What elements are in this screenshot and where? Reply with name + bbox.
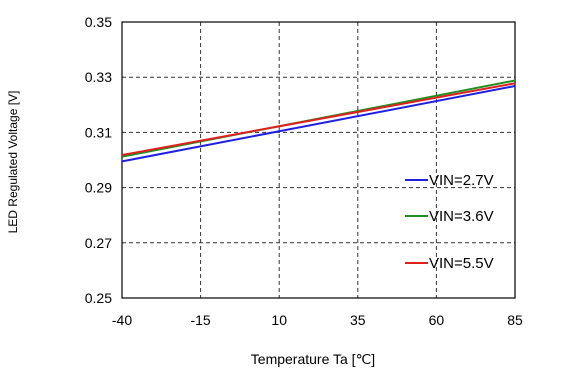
grid-lines — [122, 22, 515, 298]
legend: VIN=2.7V VIN=3.6V VIN=5.5V — [405, 172, 494, 272]
y-axis-title: LED Regulated Voltage [V] — [6, 91, 20, 234]
y-tick-label: 0.35 — [85, 14, 112, 30]
y-tick-label: 0.25 — [85, 290, 112, 306]
x-tick-label: 85 — [507, 312, 523, 328]
series-lines — [121, 79, 516, 163]
tick-labels: -40 -15 10 35 60 85 0.25 0.27 0.29 0.31 0.33 0.35 — [85, 14, 523, 328]
y-tick-label: 0.29 — [85, 180, 112, 196]
x-tick-label: -40 — [112, 312, 132, 328]
legend-label-3: VIN=5.5V — [429, 255, 494, 272]
x-tick-label: 60 — [429, 312, 445, 328]
series-line-1 — [121, 85, 516, 163]
y-tick-label: 0.27 — [85, 235, 112, 251]
y-tick-label: 0.31 — [85, 124, 112, 140]
plot-area-frame — [121, 21, 516, 299]
y-tick-label: 0.33 — [85, 69, 112, 85]
x-axis-title: Temperature Ta [℃] — [251, 351, 375, 367]
x-tick-label: 10 — [271, 312, 287, 328]
legend-label-2: VIN=3.6V — [429, 208, 494, 225]
legend-label-1: VIN=2.7V — [429, 172, 494, 189]
series-line-3 — [121, 82, 516, 156]
x-tick-label: 35 — [350, 312, 366, 328]
x-tick-label: -15 — [190, 312, 210, 328]
